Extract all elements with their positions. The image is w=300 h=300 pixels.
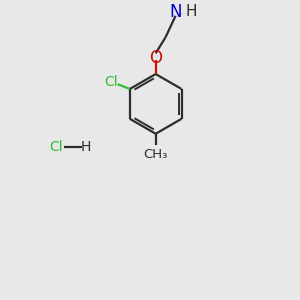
Text: H: H — [185, 4, 197, 19]
Text: H: H — [81, 140, 91, 154]
Text: Cl: Cl — [50, 140, 63, 154]
Text: N: N — [169, 2, 182, 20]
Text: O: O — [149, 50, 162, 68]
Text: CH₃: CH₃ — [143, 148, 168, 161]
Text: Cl: Cl — [104, 75, 118, 89]
